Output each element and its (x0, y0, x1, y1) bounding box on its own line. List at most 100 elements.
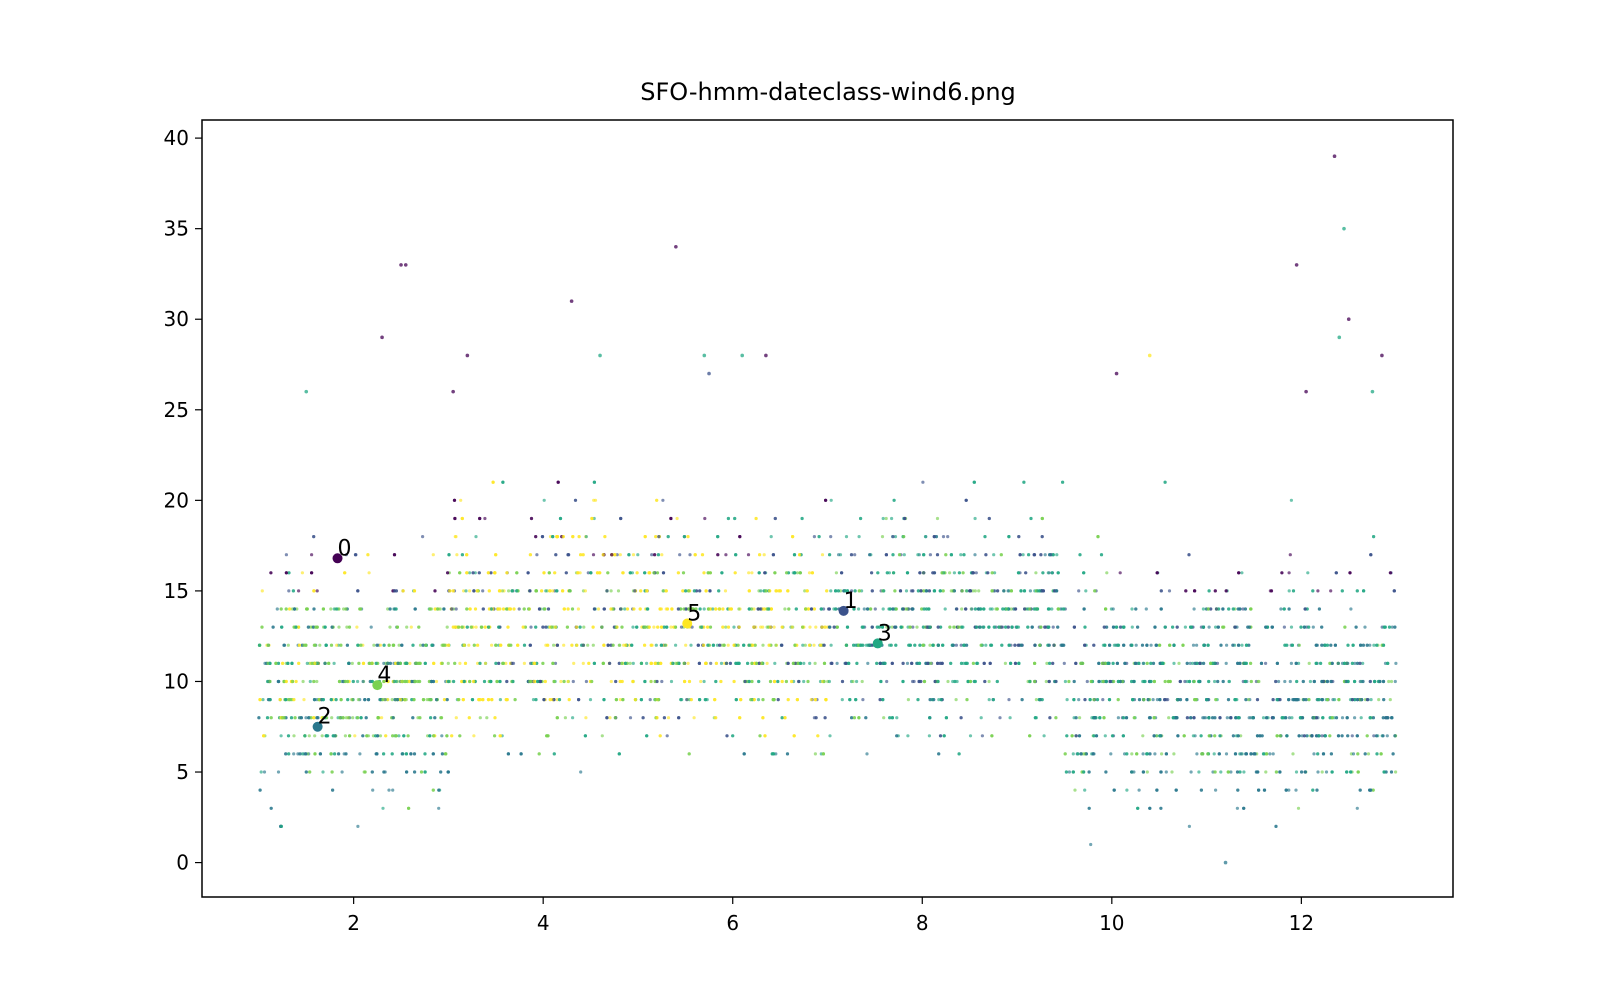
data-point (1224, 661, 1228, 666)
data-point (433, 607, 437, 611)
data-point (768, 679, 773, 684)
data-point (1355, 661, 1360, 666)
data-point (810, 571, 815, 575)
data-point (403, 679, 407, 684)
data-point (284, 553, 288, 557)
data-point (961, 571, 965, 575)
data-point (1324, 770, 1329, 774)
data-point (792, 553, 797, 557)
data-point (478, 516, 482, 521)
data-point (959, 661, 964, 666)
data-point (1256, 679, 1260, 684)
data-point (1224, 589, 1228, 593)
data-point (1111, 661, 1115, 666)
data-point (943, 607, 947, 611)
data-point (495, 679, 499, 684)
data-point (682, 535, 687, 539)
data-point (665, 734, 669, 738)
data-point (329, 752, 333, 756)
data-point (1195, 752, 1199, 756)
data-point (648, 571, 652, 575)
data-point (736, 643, 740, 647)
data-point (1067, 770, 1071, 774)
data-point (1071, 770, 1075, 774)
data-point (772, 625, 776, 629)
data-point (952, 625, 956, 629)
data-point (870, 589, 874, 593)
data-point (928, 643, 932, 647)
data-point (402, 734, 406, 738)
data-point (1303, 770, 1307, 774)
data-point (312, 589, 316, 593)
data-point (1271, 698, 1275, 702)
data-point (478, 716, 482, 720)
data-point (1372, 643, 1376, 647)
data-point (562, 679, 566, 684)
data-point (1312, 679, 1316, 684)
data-point (1124, 716, 1129, 720)
data-point (418, 716, 422, 720)
data-point (632, 607, 636, 611)
data-point (1345, 716, 1349, 720)
data-point (552, 679, 556, 684)
data-point (970, 607, 974, 611)
data-point (723, 589, 728, 593)
data-point (813, 661, 817, 666)
data-point (1363, 752, 1367, 756)
data-point (493, 571, 497, 575)
data-point (347, 661, 351, 666)
data-point (500, 589, 504, 593)
data-point (1288, 679, 1292, 684)
data-point (371, 788, 375, 792)
data-point (780, 625, 784, 629)
data-point (1278, 698, 1282, 702)
data-point (624, 643, 628, 647)
data-point (284, 752, 288, 756)
data-point (825, 589, 829, 593)
data-point (1176, 698, 1180, 702)
data-point (1177, 661, 1181, 666)
data-point (1060, 643, 1064, 647)
data-point (1203, 716, 1208, 720)
data-point (664, 589, 668, 593)
data-point (1163, 679, 1167, 684)
data-point (953, 679, 957, 684)
data-point (405, 661, 409, 666)
data-point (1004, 625, 1008, 629)
data-point (1007, 698, 1011, 702)
data-point (1238, 607, 1242, 611)
data-point (1095, 698, 1100, 702)
data-point (1306, 571, 1310, 575)
data-point (899, 625, 903, 629)
data-point (753, 643, 757, 647)
data-point (1185, 679, 1189, 684)
data-point (1278, 770, 1282, 774)
data-point (733, 516, 737, 521)
data-point (1238, 661, 1242, 666)
data-point (412, 589, 417, 593)
data-point (1021, 553, 1025, 557)
data-point (1016, 643, 1020, 647)
data-point (434, 679, 439, 684)
data-point (452, 679, 456, 684)
data-point (892, 498, 896, 502)
data-point (941, 535, 946, 539)
data-point (542, 498, 546, 502)
data-point (269, 806, 273, 810)
data-point (890, 716, 895, 720)
data-point (553, 661, 558, 666)
data-point (313, 661, 317, 666)
data-point (1009, 589, 1014, 593)
data-point (315, 716, 319, 720)
data-point (800, 516, 804, 521)
data-point (440, 734, 444, 738)
data-point (1135, 752, 1139, 756)
data-point (786, 698, 790, 702)
data-point (654, 535, 658, 539)
data-point (692, 589, 697, 593)
data-point (1108, 679, 1112, 684)
data-point (1299, 625, 1303, 629)
data-point (392, 553, 397, 557)
data-point (746, 661, 750, 666)
data-point (1027, 553, 1031, 557)
